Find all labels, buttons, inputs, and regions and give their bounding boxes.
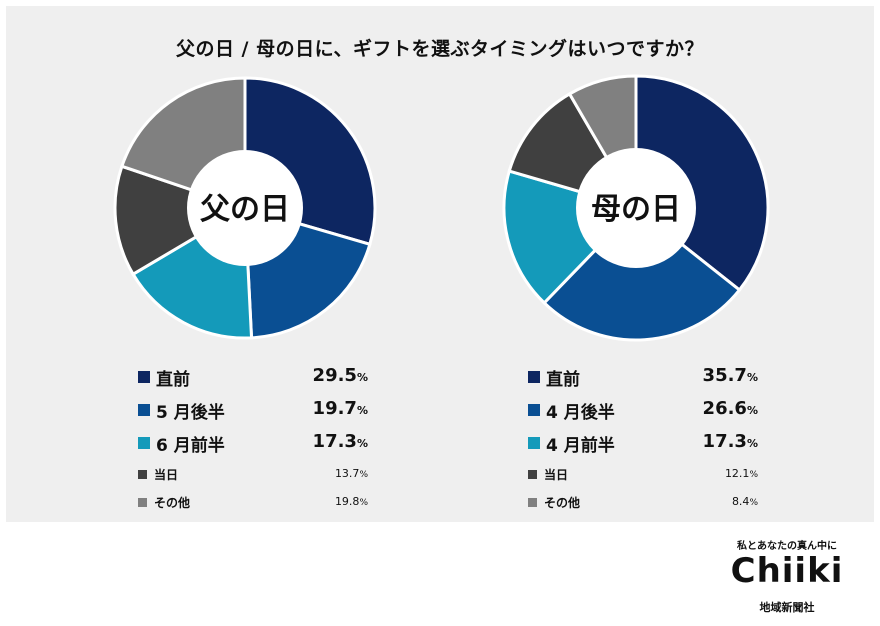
legend-value: 26.6%	[703, 398, 758, 419]
legend-label: 4 月後半	[546, 403, 615, 423]
logo-tagline: 私とあなたの真ん中に	[737, 541, 837, 552]
legend-value-number: 19.7	[312, 398, 357, 419]
legend-value: 19.8%	[335, 495, 368, 508]
legend-value: 12.1%	[725, 467, 758, 480]
legend-value-percent: %	[749, 498, 758, 508]
legend-label: 直前	[156, 370, 190, 390]
legend-row: 直前 29.5%	[138, 364, 368, 397]
legend-value: 35.7%	[703, 365, 758, 386]
legend-value: 19.7%	[313, 398, 368, 419]
legend-swatch	[138, 437, 150, 449]
donut-hole	[576, 148, 696, 268]
legend-row: 当日 12.1%	[528, 463, 758, 491]
donut-center-label: 母の日	[591, 192, 681, 227]
legend-fathers-day: 直前 29.5% 5 月後半 19.7% 6 月前半 17.3% 当日 13.7% その他 19.…	[138, 364, 368, 519]
legend-label: その他	[544, 496, 581, 510]
legend-value-number: 12.1	[724, 467, 750, 480]
legend-value-number: 17.3	[702, 431, 747, 452]
legend-label: 5 月後半	[156, 403, 225, 423]
chiiki-logo: 私とあなたの真ん中に Chiiki 地域新聞社	[712, 535, 862, 615]
legend-label: 当日	[544, 468, 569, 482]
legend-value: 8.4%	[732, 495, 758, 508]
legend-value-percent: %	[359, 470, 368, 480]
legend-value-percent: %	[356, 437, 368, 450]
legend-value-percent: %	[356, 371, 368, 384]
donut-center-label: 父の日	[200, 192, 290, 227]
legend-row: 4 月後半 26.6%	[528, 397, 758, 430]
legend-row: 5 月後半 19.7%	[138, 397, 368, 430]
legend-swatch	[138, 498, 147, 507]
legend-label: その他	[154, 496, 191, 510]
legend-value-percent: %	[749, 470, 758, 480]
legend-label: 当日	[154, 468, 179, 482]
legend-swatch	[528, 404, 540, 416]
pie-slice-mothers-1	[542, 205, 742, 342]
legend-value: 13.7%	[335, 467, 368, 480]
logo-org: 地域新聞社	[759, 601, 815, 614]
legend-row: 直前 35.7%	[528, 364, 758, 397]
legend-row: その他 19.8%	[138, 491, 368, 519]
legend-value: 17.3%	[703, 431, 758, 452]
legend-label: 6 月前半	[156, 436, 225, 456]
legend-swatch	[528, 437, 540, 449]
legend-swatch	[138, 470, 147, 479]
legend-label: 4 月前半	[546, 436, 615, 456]
legend-row: その他 8.4%	[528, 491, 758, 519]
legend-row: 当日 13.7%	[138, 463, 368, 491]
donut-hole	[187, 150, 303, 266]
legend-mothers-day: 直前 35.7% 4 月後半 26.6% 4 月前半 17.3% 当日 12.1% その他 8.4…	[528, 364, 758, 519]
legend-value-number: 35.7	[702, 365, 747, 386]
legend-value-number: 17.3	[312, 431, 357, 452]
legend-label: 直前	[546, 370, 580, 390]
logo-name: Chiiki	[730, 551, 844, 591]
legend-value-percent: %	[359, 498, 368, 508]
legend-row: 4 月前半 17.3%	[528, 430, 758, 463]
chart-title: 父の日 / 母の日に、ギフトを選ぶタイミングはいつですか？	[175, 38, 705, 60]
legend-value-number: 13.7	[334, 467, 360, 480]
legend-swatch	[528, 371, 540, 383]
legend-value-number: 8.4	[731, 495, 750, 508]
legend-row: 6 月前半 17.3%	[138, 430, 368, 463]
legend-value-percent: %	[356, 404, 368, 417]
legend-value: 29.5%	[313, 365, 368, 386]
legend-swatch	[138, 371, 150, 383]
pie-slice-fathers-3	[113, 164, 249, 277]
legend-value-number: 29.5	[312, 365, 357, 386]
legend-swatch	[528, 470, 537, 479]
legend-value-percent: %	[746, 404, 758, 417]
legend-swatch	[138, 404, 150, 416]
pie-slice-mothers-0	[634, 74, 770, 293]
legend-value-percent: %	[746, 371, 758, 384]
legend-swatch	[528, 498, 537, 507]
legend-value: 17.3%	[313, 431, 368, 452]
legend-value-percent: %	[746, 437, 758, 450]
legend-value-number: 19.8	[334, 495, 360, 508]
legend-value-number: 26.6	[702, 398, 747, 419]
